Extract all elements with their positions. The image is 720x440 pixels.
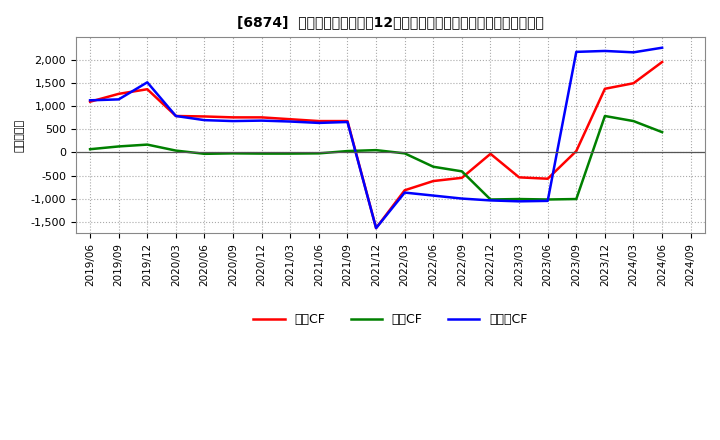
投資CF [600, 114, 609, 119]
営業CF [171, 114, 180, 119]
Y-axis label: （百万円）: （百万円） [15, 118, 25, 152]
営業CF [200, 114, 209, 119]
投資CF [143, 142, 152, 147]
営業CF [229, 115, 238, 120]
フリーCF [572, 49, 580, 55]
フリーCF [114, 97, 123, 102]
投資CF [229, 151, 238, 156]
フリーCF [486, 198, 495, 203]
フリーCF [257, 118, 266, 123]
投資CF [372, 147, 380, 153]
投資CF [400, 151, 409, 156]
Title: [6874]  キャッシュフローの12か月移動合計の対前年同期増減額の推移: [6874] キャッシュフローの12か月移動合計の対前年同期増減額の推移 [237, 15, 544, 29]
営業CF [429, 178, 438, 183]
投資CF [572, 196, 580, 202]
投資CF [114, 144, 123, 149]
Line: 営業CF: 営業CF [90, 62, 662, 228]
投資CF [257, 151, 266, 156]
フリーCF [343, 119, 352, 125]
営業CF [572, 148, 580, 154]
営業CF [257, 115, 266, 120]
営業CF [114, 91, 123, 96]
投資CF [286, 151, 294, 156]
営業CF [372, 225, 380, 231]
投資CF [171, 148, 180, 153]
投資CF [458, 169, 467, 174]
フリーCF [171, 114, 180, 119]
フリーCF [629, 50, 638, 55]
投資CF [658, 129, 667, 135]
投資CF [544, 197, 552, 202]
営業CF [400, 187, 409, 193]
営業CF [143, 87, 152, 92]
フリーCF [458, 196, 467, 201]
営業CF [600, 86, 609, 92]
フリーCF [544, 198, 552, 204]
フリーCF [400, 190, 409, 195]
営業CF [343, 118, 352, 124]
フリーCF [600, 48, 609, 54]
フリーCF [515, 199, 523, 204]
フリーCF [315, 120, 323, 125]
投資CF [315, 151, 323, 156]
営業CF [458, 175, 467, 180]
営業CF [658, 59, 667, 65]
投資CF [515, 196, 523, 202]
投資CF [429, 164, 438, 169]
フリーCF [86, 98, 94, 103]
営業CF [629, 81, 638, 86]
Line: 投資CF: 投資CF [90, 116, 662, 199]
投資CF [343, 148, 352, 154]
Legend: 営業CF, 投資CF, フリーCF: 営業CF, 投資CF, フリーCF [248, 308, 532, 331]
営業CF [315, 118, 323, 124]
投資CF [486, 197, 495, 202]
営業CF [86, 99, 94, 104]
フリーCF [372, 225, 380, 231]
フリーCF [286, 119, 294, 124]
投資CF [200, 151, 209, 157]
営業CF [544, 176, 552, 181]
フリーCF [658, 45, 667, 50]
フリーCF [143, 80, 152, 85]
フリーCF [229, 118, 238, 124]
営業CF [515, 175, 523, 180]
営業CF [486, 151, 495, 157]
Line: フリーCF: フリーCF [90, 48, 662, 228]
フリーCF [200, 117, 209, 123]
営業CF [286, 117, 294, 122]
投資CF [86, 147, 94, 152]
フリーCF [429, 193, 438, 198]
投資CF [629, 118, 638, 124]
